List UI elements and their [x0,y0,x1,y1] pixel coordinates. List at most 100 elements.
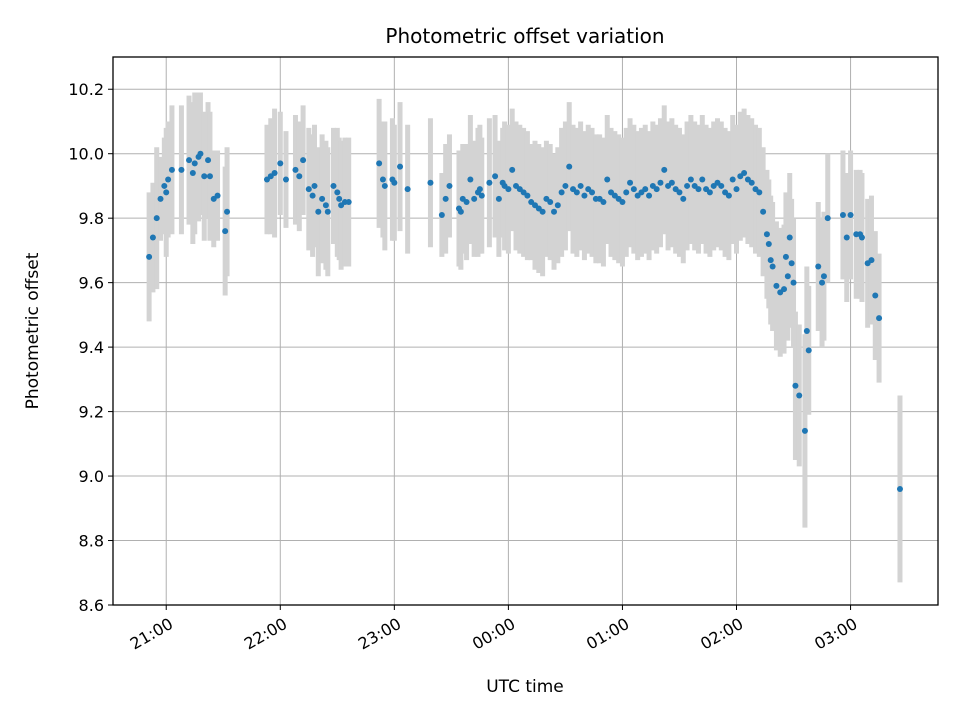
data-point [718,182,725,189]
y-tick-label: 10.2 [68,80,104,99]
data-point [330,182,337,189]
data-point [876,315,883,322]
data-point [446,182,453,189]
data-point [277,160,284,167]
data-point [471,195,478,202]
data-point [790,279,797,286]
data-point [438,211,445,218]
data-point [427,179,434,186]
data-point [161,182,168,189]
data-point [627,179,634,186]
data-point [206,173,213,180]
data-point [397,163,404,170]
y-tick-label: 8.8 [79,532,104,551]
data-point [581,192,588,199]
data-point [205,157,212,164]
data-point [820,273,827,280]
data-point [687,176,694,183]
data-point [558,189,565,196]
data-points [146,150,903,492]
data-point [271,170,278,177]
data-point [214,192,221,199]
data-point [839,211,846,218]
data-point [573,189,580,196]
chart-title: Photometric offset variation [385,24,664,48]
data-point [858,234,865,241]
data-point [668,179,675,186]
data-point [824,215,831,222]
data-point [163,189,170,196]
data-point [788,260,795,267]
data-point [646,192,653,199]
data-point [819,279,826,286]
data-point [463,199,470,206]
data-point [756,189,763,196]
data-point [604,176,611,183]
y-tick-label: 9.4 [79,338,104,357]
y-tick-label: 9.2 [79,403,104,422]
data-point [492,173,499,180]
data-point [725,192,732,199]
data-point [157,195,164,202]
data-point [868,257,875,264]
data-point [505,186,512,193]
data-point [577,182,584,189]
y-tick-label: 10.0 [68,145,104,164]
data-point [684,182,691,189]
data-point [282,176,289,183]
data-point [676,189,683,196]
data-point [309,192,316,199]
data-point [311,182,318,189]
data-point [554,202,561,209]
data-point [165,176,172,183]
data-point [345,199,352,206]
data-point [391,179,398,186]
data-point [222,228,229,235]
data-point [315,208,322,215]
data-point [551,208,558,215]
data-point [524,192,531,199]
data-point [680,195,687,202]
data-point [442,195,449,202]
data-point [760,208,767,215]
data-point [767,257,774,264]
data-point [539,208,546,215]
data-point [334,189,341,196]
data-point [661,166,668,173]
data-point [803,328,810,334]
data-point [792,382,799,389]
data-point [478,192,485,199]
y-tick-label: 9.0 [79,467,104,486]
data-point [782,253,789,260]
data-point [467,176,474,183]
data-point [741,170,748,177]
data-point [322,202,329,209]
data-point [404,186,411,193]
data-point [786,234,793,241]
data-point [178,166,185,173]
data-point [296,173,303,180]
data-point [509,166,516,173]
data-point [843,234,850,241]
y-tick-label: 8.6 [79,596,104,615]
data-point [781,286,788,293]
data-point [773,282,780,289]
data-point [186,157,193,164]
data-point [657,179,664,186]
data-point [733,186,740,193]
data-point [201,173,208,180]
data-point [300,157,307,164]
data-point [872,292,879,299]
data-point [815,263,822,270]
data-point [805,347,812,354]
data-point [784,273,791,280]
data-point [197,150,204,157]
data-point [146,253,153,260]
data-point [376,160,383,167]
data-point [292,166,299,173]
data-point [801,427,808,434]
data-point [168,166,175,173]
data-point [336,195,343,202]
